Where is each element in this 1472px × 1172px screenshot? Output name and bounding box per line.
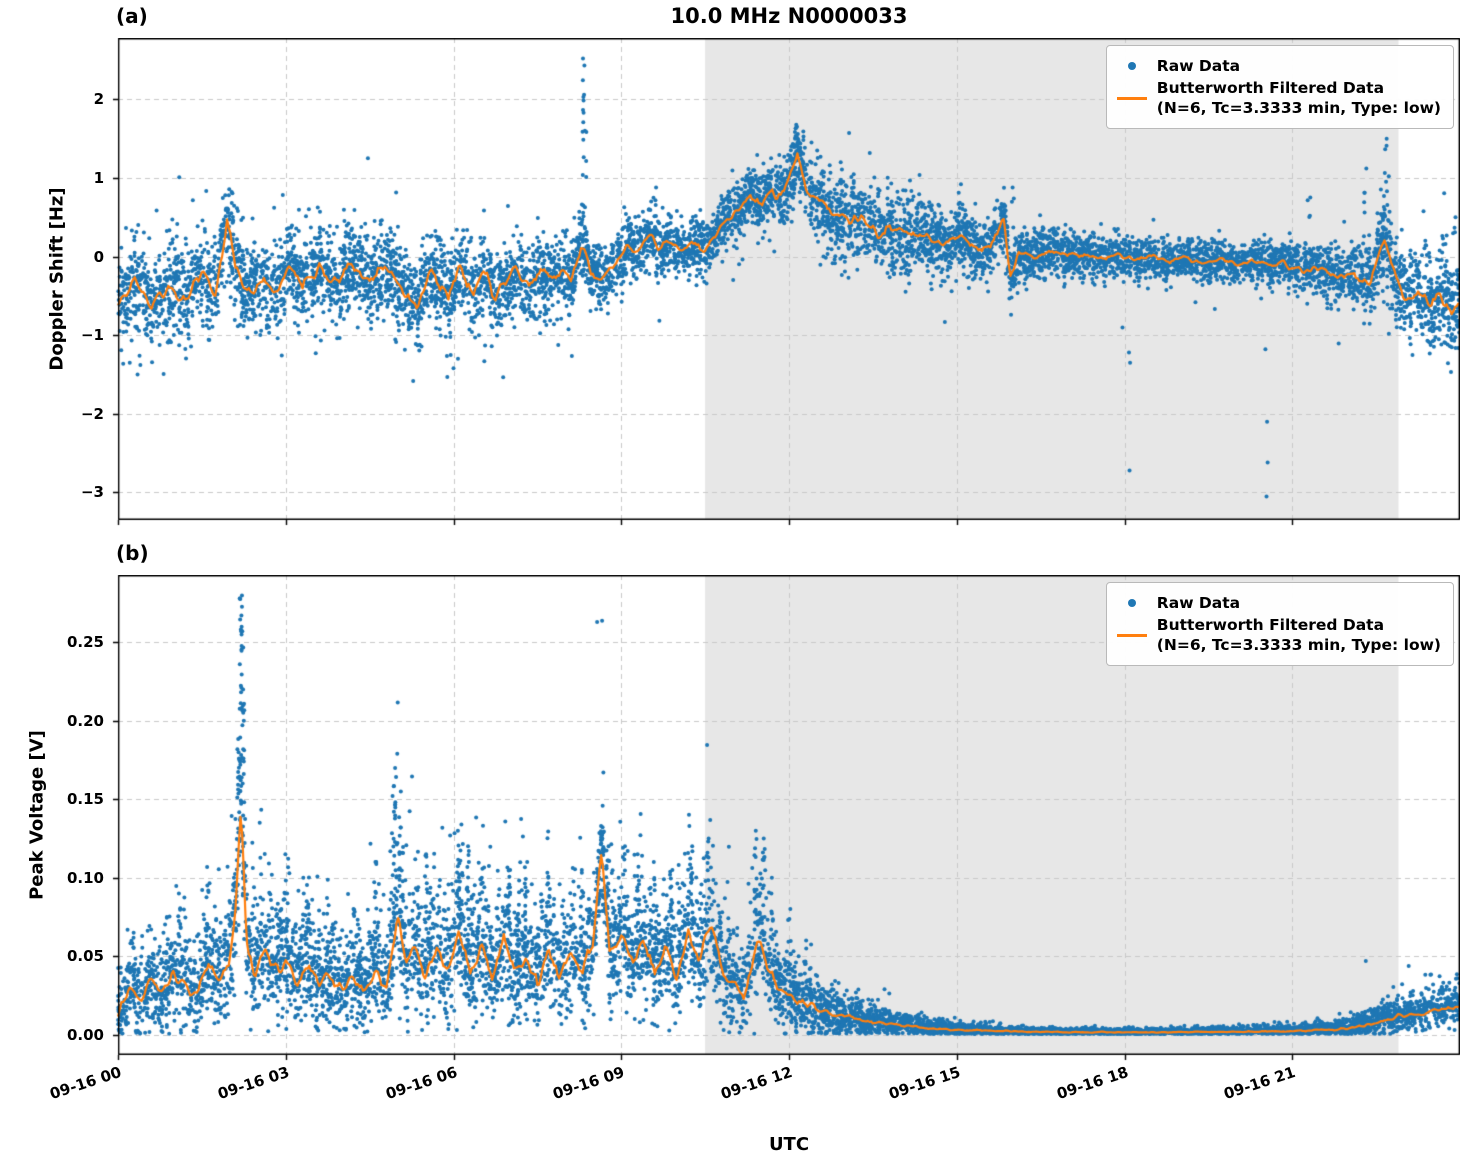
filtered-line-marker-icon xyxy=(1116,96,1147,100)
x-tick-label: 09-16 21 xyxy=(1221,1063,1298,1104)
legend-filtered-text: Butterworth Filtered Data (N=6, Tc=3.333… xyxy=(1157,78,1441,118)
y-tick-label-b: 0.25 xyxy=(66,633,104,652)
y-tick-label-b: 0.15 xyxy=(66,790,104,809)
legend-b: Raw Data Butterworth Filtered Data (N=6,… xyxy=(1105,582,1454,667)
y-tick-label-b: 0.05 xyxy=(66,947,104,966)
panel-a-label: (a) xyxy=(116,4,148,28)
raw-data-marker-icon xyxy=(1127,62,1136,71)
figure-title: 10.0 MHz N0000033 xyxy=(670,4,908,28)
legend-marker-cell xyxy=(1115,633,1149,637)
legend-filtered-label: Butterworth Filtered Data xyxy=(1156,616,1385,635)
x-tick-label: 09-16 09 xyxy=(550,1063,627,1104)
legend-filtered-sublabel: (N=6, Tc=3.3333 min, Type: low) xyxy=(1156,636,1441,655)
legend-filtered-label: Butterworth Filtered Data xyxy=(1156,79,1385,98)
y-tick-label-b: 0.10 xyxy=(66,868,104,887)
x-tick-label: 09-16 18 xyxy=(1054,1063,1131,1104)
y-tick-label-a: −1 xyxy=(80,326,104,345)
legend-raw-label: Raw Data xyxy=(1156,57,1241,75)
x-tick-label: 09-16 00 xyxy=(47,1063,124,1104)
y-tick-label-b: 0.00 xyxy=(66,1025,104,1044)
legend-raw-label: Raw Data xyxy=(1156,594,1241,612)
x-tick-label: 09-16 12 xyxy=(718,1063,795,1104)
legend-marker-cell xyxy=(1115,62,1149,71)
legend-item-filtered-data: Butterworth Filtered Data (N=6, Tc=3.333… xyxy=(1115,615,1441,655)
x-tick-label: 09-16 06 xyxy=(383,1063,460,1104)
panel-b-label: (b) xyxy=(116,541,149,565)
y-tick-label-a: −3 xyxy=(80,483,104,502)
y-tick-label-a: 1 xyxy=(93,168,104,187)
legend-filtered-sublabel: (N=6, Tc=3.3333 min, Type: low) xyxy=(1156,99,1441,118)
y-tick-label-a: 0 xyxy=(93,247,104,266)
legend-item-raw-data: Raw Data xyxy=(1115,56,1441,76)
y-tick-label-a: 2 xyxy=(93,90,104,109)
x-axis-label: UTC xyxy=(768,1134,810,1155)
legend-marker-cell xyxy=(1115,96,1149,100)
legend-a: Raw Data Butterworth Filtered Data (N=6,… xyxy=(1105,45,1454,130)
legend-item-filtered-data: Butterworth Filtered Data (N=6, Tc=3.333… xyxy=(1115,78,1441,118)
y-tick-label-a: −2 xyxy=(80,404,104,423)
raw-data-marker-icon xyxy=(1127,599,1136,608)
legend-item-raw-data: Raw Data xyxy=(1115,593,1441,613)
legend-marker-cell xyxy=(1115,599,1149,608)
x-tick-label: 09-16 03 xyxy=(215,1063,292,1104)
legend-filtered-text: Butterworth Filtered Data (N=6, Tc=3.333… xyxy=(1157,615,1441,655)
x-tick-label: 09-16 15 xyxy=(886,1063,963,1104)
y-tick-label-b: 0.20 xyxy=(66,711,104,730)
filtered-line-marker-icon xyxy=(1116,633,1147,637)
